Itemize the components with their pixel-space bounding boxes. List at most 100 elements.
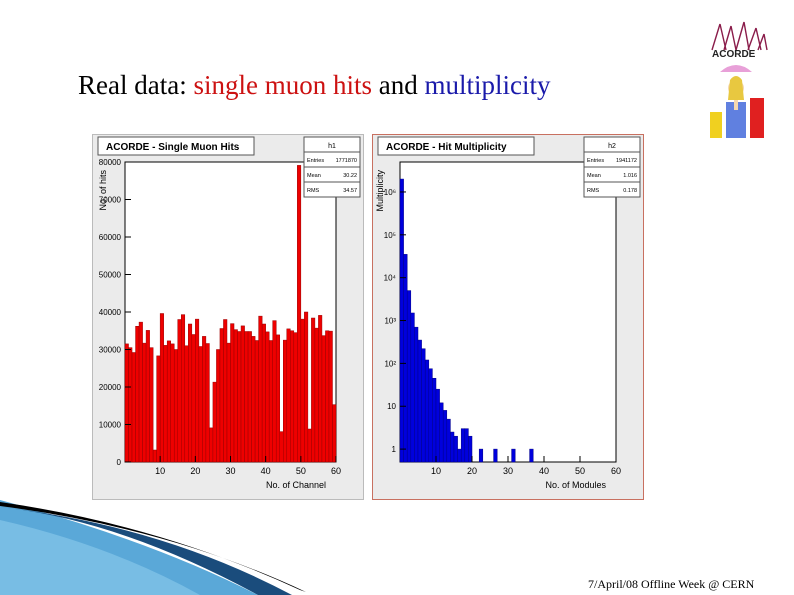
y-tick-label: 30000 bbox=[99, 346, 122, 355]
x-tick-label: 20 bbox=[190, 466, 200, 476]
histogram-bar bbox=[318, 315, 323, 463]
title-mid-part: and bbox=[371, 70, 425, 100]
stats-value: 30.22 bbox=[343, 173, 357, 179]
histogram-bar bbox=[212, 381, 217, 463]
x-tick-label: 20 bbox=[467, 466, 477, 476]
stats-value: 0.178 bbox=[623, 188, 637, 194]
histogram-bar bbox=[181, 314, 186, 463]
y-axis-label: Multiplicity bbox=[375, 170, 385, 212]
histogram-bar bbox=[283, 339, 288, 463]
histogram-bar bbox=[529, 448, 534, 463]
histogram-bar bbox=[251, 336, 256, 463]
title-prefix: Real data: bbox=[78, 70, 194, 100]
stats-label: RMS bbox=[307, 188, 320, 194]
histogram-bar bbox=[314, 327, 319, 463]
x-tick-label: 50 bbox=[575, 466, 585, 476]
stats-value: 1771870 bbox=[336, 158, 357, 164]
histogram-bar bbox=[311, 317, 316, 463]
histogram-bar bbox=[421, 348, 426, 463]
stats-label: Entries bbox=[307, 158, 324, 164]
histogram-bar bbox=[209, 427, 214, 463]
histogram-bar bbox=[159, 313, 164, 463]
histogram-bar bbox=[188, 323, 193, 463]
histogram-bar bbox=[247, 331, 252, 463]
x-tick-label: 40 bbox=[539, 466, 549, 476]
histogram-bar bbox=[219, 328, 224, 463]
stats-value: 34.57 bbox=[343, 188, 357, 194]
y-tick-label: 10⁵ bbox=[384, 231, 396, 240]
histogram-bar bbox=[198, 346, 203, 463]
y-tick-label: 70000 bbox=[99, 196, 122, 205]
y-tick-label: 40000 bbox=[99, 308, 122, 317]
histogram-bar bbox=[453, 435, 458, 463]
histogram-bar bbox=[156, 355, 161, 463]
y-tick-label: 0 bbox=[117, 458, 122, 467]
histogram-bar bbox=[275, 334, 280, 463]
histogram-bar bbox=[230, 323, 235, 463]
x-tick-label: 30 bbox=[225, 466, 235, 476]
x-tick-label: 30 bbox=[503, 466, 513, 476]
histogram-bar bbox=[173, 349, 178, 463]
histogram-bar bbox=[233, 329, 238, 463]
slide-title: Real data: single muon hits and multipli… bbox=[78, 70, 550, 101]
y-tick-label: 1 bbox=[392, 445, 397, 454]
x-tick-label: 10 bbox=[431, 466, 441, 476]
stats-value: 1.016 bbox=[623, 173, 637, 179]
histogram-bar bbox=[414, 326, 419, 463]
histogram-bar bbox=[138, 321, 143, 463]
histogram-bar bbox=[321, 335, 326, 463]
footer-wave bbox=[0, 500, 306, 595]
y-tick-label: 10 bbox=[387, 402, 396, 411]
histogram-bar bbox=[268, 340, 273, 463]
histogram-bar bbox=[332, 404, 337, 463]
y-tick-label: 10² bbox=[384, 359, 396, 368]
y-tick-label: 10000 bbox=[99, 421, 122, 430]
x-axis-label: No. of Channel bbox=[266, 480, 326, 490]
histogram-bar bbox=[403, 254, 408, 463]
y-tick-label: 10³ bbox=[384, 317, 396, 326]
histogram-bar bbox=[244, 331, 249, 463]
y-tick-label: 80000 bbox=[99, 158, 122, 167]
acorde-logo: ACORDE bbox=[710, 21, 768, 138]
x-tick-label: 50 bbox=[296, 466, 306, 476]
histogram-bar bbox=[428, 368, 433, 463]
footer-text: 7/April/08 Offline Week @ CERN bbox=[588, 577, 755, 591]
histogram-bar bbox=[237, 331, 242, 463]
histogram-bar bbox=[457, 448, 462, 463]
x-tick-label: 10 bbox=[155, 466, 165, 476]
histogram-bar bbox=[128, 347, 133, 463]
chart-title-box bbox=[97, 136, 255, 156]
histogram-bar bbox=[170, 343, 175, 463]
histogram-bar bbox=[307, 428, 312, 463]
histogram-bar bbox=[261, 323, 266, 463]
x-tick-label: 40 bbox=[261, 466, 271, 476]
histogram-bar bbox=[460, 428, 466, 463]
histogram-bar bbox=[205, 343, 210, 463]
histogram-bar bbox=[325, 330, 330, 463]
chart-title: ACORDE - Single Muon Hits bbox=[106, 142, 240, 153]
y-tick-label: 50000 bbox=[99, 271, 122, 280]
histogram-bar bbox=[293, 332, 298, 463]
y-tick-label: 60000 bbox=[99, 233, 122, 242]
histogram-bar bbox=[478, 448, 484, 463]
histogram-bar bbox=[432, 377, 437, 463]
stats-name: h1 bbox=[328, 143, 336, 150]
histogram-bar bbox=[177, 319, 182, 463]
histogram-bar bbox=[184, 345, 189, 463]
histogram-bar bbox=[406, 290, 412, 463]
stats-name: h2 bbox=[608, 143, 616, 150]
histogram-bar bbox=[297, 165, 302, 463]
x-tick-label: 60 bbox=[331, 466, 341, 476]
histogram-bar bbox=[258, 315, 263, 463]
histogram-bar bbox=[195, 318, 200, 463]
histogram-bar bbox=[468, 435, 473, 463]
histogram-bar bbox=[300, 318, 305, 463]
title-blue-part: multiplicity bbox=[424, 70, 551, 100]
histogram-bar bbox=[149, 347, 154, 463]
histogram-bar bbox=[240, 325, 245, 463]
histogram-bar bbox=[464, 428, 469, 463]
histogram-bar bbox=[410, 312, 415, 463]
histogram-bar bbox=[424, 359, 430, 463]
histogram-bar bbox=[493, 448, 498, 463]
single-muon-hits-panel: ACORDE - Single Muon Hits h1 Entries 177187… bbox=[92, 134, 364, 500]
